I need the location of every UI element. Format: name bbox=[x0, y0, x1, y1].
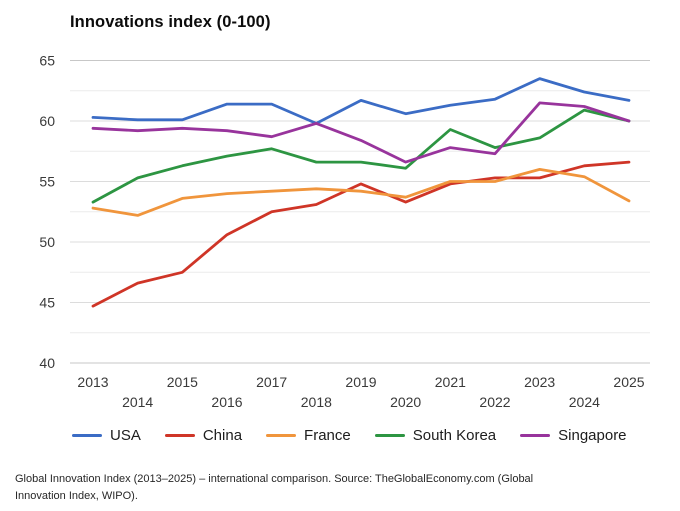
x-axis-tick-label: 2013 bbox=[77, 374, 108, 390]
legend-item-france[interactable]: France bbox=[266, 427, 351, 444]
y-axis-tick-label: 55 bbox=[39, 174, 55, 190]
x-axis-tick-label: 2014 bbox=[122, 394, 153, 410]
legend-label-france: France bbox=[304, 427, 351, 444]
x-axis-tick-label: 2022 bbox=[479, 394, 510, 410]
x-axis-tick-label: 2025 bbox=[613, 374, 644, 390]
x-axis-tick-label: 2017 bbox=[256, 374, 287, 390]
usa-line-swatch bbox=[72, 434, 102, 437]
legend-item-usa[interactable]: USA bbox=[72, 427, 141, 444]
legend-label-china: China bbox=[202, 427, 243, 444]
line-chart-plot-area: 40 45 50 55 60 65 2013 2014 2015 2016 2017 2018 2019… bbox=[39, 53, 650, 410]
x-axis-tick-label: 2021 bbox=[435, 374, 466, 390]
x-axis-tick-label: 2024 bbox=[569, 394, 600, 410]
y-axis-tick-label: 50 bbox=[39, 234, 55, 250]
france-line-swatch bbox=[266, 434, 297, 437]
series-line-south-korea[interactable] bbox=[91, 108, 631, 204]
legend-item-singapore[interactable]: Singapore bbox=[520, 427, 627, 444]
chart-title: Innovations index (0-100) bbox=[70, 13, 271, 31]
y-axis-tick-label: 40 bbox=[39, 355, 55, 371]
series-line-singapore[interactable] bbox=[91, 101, 631, 164]
x-axis-tick-label: 2023 bbox=[524, 374, 555, 390]
legend-item-south-korea[interactable]: South Korea bbox=[374, 427, 497, 444]
legend-item-china[interactable]: China bbox=[164, 427, 243, 444]
series-line-usa[interactable] bbox=[91, 77, 631, 125]
china-line-swatch bbox=[164, 434, 195, 437]
y-axis-tick-label: 60 bbox=[39, 113, 55, 129]
legend-label-usa: USA bbox=[110, 427, 141, 444]
x-axis-tick-label: 2019 bbox=[345, 374, 376, 390]
legend-label-singapore: Singapore bbox=[558, 427, 627, 444]
series-line-china[interactable] bbox=[91, 160, 631, 308]
chart-legend: USA China France South Korea Singapore bbox=[72, 427, 627, 444]
series-line-france[interactable] bbox=[91, 167, 631, 217]
x-axis-tick-label: 2020 bbox=[390, 394, 421, 410]
south-korea-line-swatch bbox=[374, 434, 405, 437]
y-axis-tick-label: 65 bbox=[39, 53, 55, 69]
x-axis-tick-label: 2016 bbox=[211, 394, 242, 410]
x-axis-tick-label: 2015 bbox=[167, 374, 198, 390]
legend-label-south-korea: South Korea bbox=[412, 427, 497, 444]
source-caption: Global Innovation Index (2013–2025) – in… bbox=[15, 473, 534, 503]
y-axis-tick-label: 45 bbox=[39, 295, 55, 311]
singapore-line-swatch bbox=[520, 434, 551, 437]
x-axis-tick-label: 2018 bbox=[301, 394, 332, 410]
